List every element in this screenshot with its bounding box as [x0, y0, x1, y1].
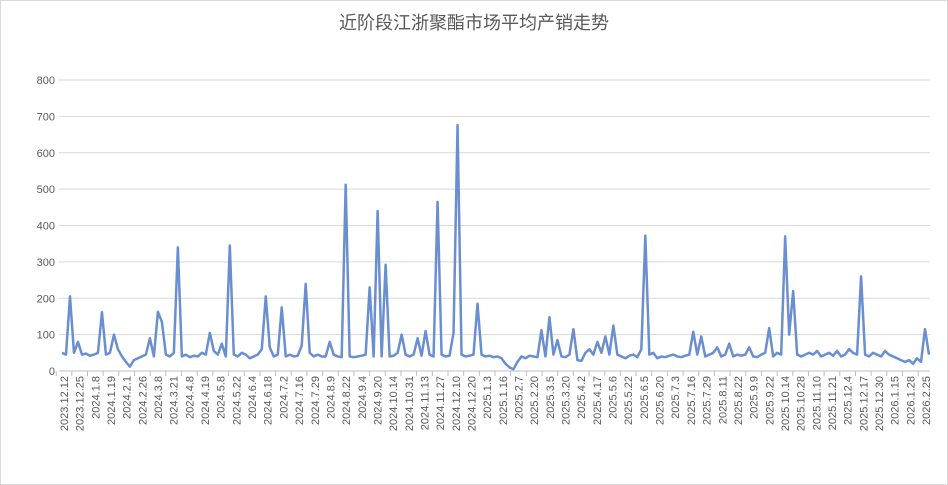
x-tick-label: 2025.12.17	[858, 376, 870, 431]
x-tick-label: 2025.6.5	[639, 376, 651, 419]
y-tick-label: 600	[37, 148, 55, 160]
x-tick-label: 2026.1.28	[905, 376, 917, 425]
x-tick-label: 2024.1.8	[90, 376, 102, 419]
x-tick-label: 2024.8.9	[325, 376, 337, 419]
x-tick-label: 2025.3.20	[561, 376, 573, 425]
x-tick-label: 2025.9.9	[749, 376, 761, 419]
x-tick-label: 2024.12.20	[466, 376, 478, 431]
x-tick-label: 2024.7.2	[278, 376, 290, 419]
x-tick-label: 2024.7.16	[294, 376, 306, 425]
x-tick-label: 2024.10.14	[388, 376, 400, 431]
x-tick-label: 2024.2.26	[137, 376, 149, 425]
x-tick-label: 2025.4.2	[576, 376, 588, 419]
x-tick-label: 2025.6.20	[655, 376, 667, 425]
x-tick-label: 2024.8.22	[341, 376, 353, 425]
x-tick-label: 2024.9.4	[357, 376, 369, 419]
x-tick-label: 2024.11.27	[435, 376, 447, 430]
x-tick-label: 2025.4.17	[592, 376, 604, 425]
x-tick-label: 2024.4.19	[200, 376, 212, 425]
x-tick-label: 2024.6.4	[247, 376, 259, 419]
x-tick-label: 2024.3.21	[169, 376, 181, 425]
y-tick-label: 100	[37, 330, 55, 342]
x-tick-label: 2024.7.29	[310, 376, 322, 425]
x-tick-label: 2025.12.4	[843, 376, 855, 425]
x-tick-label: 2025.2.20	[529, 376, 541, 425]
y-tick-label: 700	[37, 111, 55, 123]
x-tick-label: 2025.8.11	[717, 376, 729, 424]
x-tick-label: 2025.11.21	[827, 376, 839, 430]
x-tick-label: 2024.5.22	[231, 376, 243, 425]
y-tick-label: 800	[37, 75, 55, 87]
y-tick-label: 500	[37, 184, 55, 196]
x-tick-label: 2025.8.22	[733, 376, 745, 425]
x-tick-label: 2025.7.16	[686, 376, 698, 425]
x-tick-label: 2025.2.7	[514, 376, 526, 419]
x-tick-label: 2024.9.20	[372, 376, 384, 425]
x-tick-label: 2026.2.25	[921, 376, 933, 425]
x-tick-label: 2024.4.8	[184, 376, 196, 419]
series-line	[61, 123, 931, 371]
x-tick-label: 2025.9.22	[764, 376, 776, 425]
x-tick-label: 2025.1.3	[482, 376, 494, 419]
x-tick-label: 2025.7.3	[670, 376, 682, 419]
x-tick-label: 2025.5.6	[608, 376, 620, 419]
x-tick-label: 2025.12.30	[874, 376, 886, 431]
x-tick-label: 2024.3.8	[153, 376, 165, 419]
x-tick-label: 2024.1.19	[106, 376, 118, 425]
x-tick-label: 2025.10.14	[780, 376, 792, 431]
x-tick-label: 2025.3.5	[545, 376, 557, 419]
y-tick-label: 400	[37, 221, 55, 233]
x-tick-label: 2025.5.22	[623, 376, 635, 425]
x-tick-label: 2025.7.29	[702, 376, 714, 425]
x-tick-label: 2024.11.13	[419, 376, 431, 430]
x-tick-label: 2025.1.16	[498, 376, 510, 425]
x-tick-label: 2023.12.12	[59, 376, 71, 431]
x-tick-label: 2025.10.28	[796, 376, 808, 431]
x-tick-label: 2024.5.8	[216, 376, 228, 419]
x-tick-label: 2024.12.10	[451, 376, 463, 431]
y-tick-label: 300	[37, 257, 55, 269]
y-tick-label: 200	[37, 293, 55, 305]
x-tick-label: 2024.6.18	[263, 376, 275, 425]
x-tick-label: 2025.11.10	[811, 376, 823, 430]
y-tick-label: 0	[49, 366, 55, 378]
x-tick-label: 2024.10.31	[404, 376, 416, 431]
chart-title: 近阶段江浙聚酯市场平均产销走势	[339, 13, 609, 34]
x-tick-label: 2024.2.1	[122, 376, 134, 419]
x-tick-label: 2023.12.25	[75, 376, 87, 431]
x-tick-label: 2026.1.15	[890, 376, 902, 425]
